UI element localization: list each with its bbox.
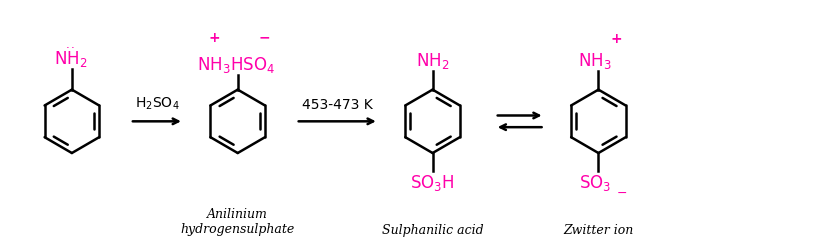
Text: 453-473 K: 453-473 K xyxy=(302,98,373,112)
Text: $\mathregular{H_2SO_4}$: $\mathregular{H_2SO_4}$ xyxy=(135,96,179,112)
Text: $\mathregular{NH_3}$: $\mathregular{NH_3}$ xyxy=(578,51,612,71)
Text: +: + xyxy=(611,32,622,46)
Text: −: − xyxy=(617,187,626,200)
Text: Sulphanilic acid: Sulphanilic acid xyxy=(382,223,483,236)
Text: $\mathregular{NH_2}$: $\mathregular{NH_2}$ xyxy=(416,51,449,71)
Text: Zwitter ion: Zwitter ion xyxy=(563,223,633,236)
Text: $\mathregular{NH_3HSO_4}$: $\mathregular{NH_3HSO_4}$ xyxy=(197,55,275,75)
Text: $\mathregular{SO_3H}$: $\mathregular{SO_3H}$ xyxy=(410,173,455,193)
Text: $\mathregular{SO_3}$: $\mathregular{SO_3}$ xyxy=(579,173,612,193)
Text: $\overset{..}{\mathregular{NH_2}}$: $\overset{..}{\mathregular{NH_2}}$ xyxy=(53,44,87,70)
Text: −: − xyxy=(259,31,270,45)
Text: +: + xyxy=(209,31,220,45)
Text: Anilinium
hydrogensulphate: Anilinium hydrogensulphate xyxy=(181,208,295,235)
